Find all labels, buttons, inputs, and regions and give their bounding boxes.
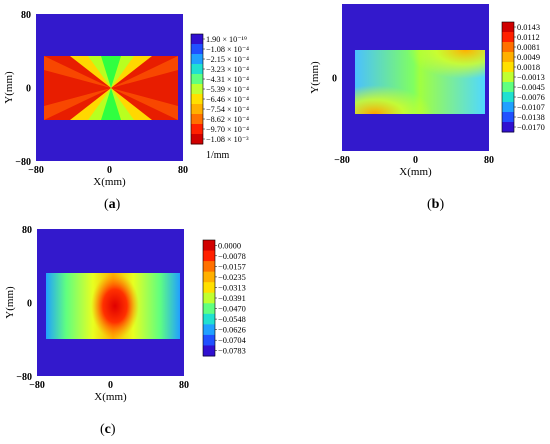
heatmap-c: Y(mm) X(mm) −80 0 80 80 0 −80 0.0000 −0.0078−0.01… — [4, 225, 247, 403]
colorbar-label: −0.0470 — [218, 305, 246, 314]
colorbar-segment — [502, 52, 514, 63]
colorbar-label: −1.08 × 10⁻⁴ — [206, 45, 249, 54]
colorbar-label: −4.31 × 10⁻⁴ — [206, 75, 249, 84]
subfigure-label-a: (a) — [104, 197, 121, 212]
x-tick-label: 0 — [107, 165, 112, 176]
heatmap-b: Y(mm) X(mm) −80 0 80 0 0.01430.01120.00810.004… — [309, 4, 545, 178]
x-axis-label: X(mm) — [94, 391, 127, 403]
colorbar-label: −2.15 × 10⁻⁴ — [206, 55, 249, 64]
colorbar-segment — [203, 334, 215, 346]
colorbar-label: −0.0235 — [218, 273, 246, 282]
colorbar-segment — [203, 345, 215, 357]
colorbar-segment — [191, 134, 203, 145]
colorbar-label: −1.08 × 10⁻³ — [206, 135, 249, 144]
colorbar-label: −0.0013 — [517, 73, 545, 82]
colorbar-segment — [191, 84, 203, 95]
x-tick-label: 80 — [179, 380, 189, 391]
colorbar-label: 0.0018 — [517, 63, 540, 72]
y-tick-label: 0 — [332, 74, 337, 85]
x-axis-label: X(mm) — [399, 166, 432, 178]
colorbar-label: −7.54 × 10⁻⁴ — [206, 105, 249, 114]
colorbar-label: 0.0000 — [218, 241, 241, 250]
colorbar-segment — [203, 303, 215, 315]
colorbar-label: −0.0313 — [218, 283, 246, 292]
colorbar-label: −0.0783 — [218, 347, 246, 356]
colorbar-segment — [502, 32, 514, 43]
colorbar-segment — [502, 92, 514, 103]
x-axis-label: X(mm) — [93, 176, 126, 188]
colorbar-segment — [502, 82, 514, 93]
colorbar-segment — [191, 94, 203, 105]
colorbar-segment — [502, 112, 514, 123]
colorbar-label: −0.0626 — [218, 326, 246, 335]
colorbar-label: −0.0548 — [218, 315, 246, 324]
colorbar-segment — [502, 22, 514, 33]
y-tick-label: 0 — [27, 299, 32, 310]
colorbar-label: 0.0143 — [517, 23, 540, 32]
colorbar-segment — [191, 34, 203, 45]
colorbar-label: 1.90 × 10⁻¹⁹ — [206, 35, 247, 44]
colorbar-label: −3.23 × 10⁻⁴ — [206, 65, 249, 74]
y-axis-label: Y(mm) — [4, 286, 16, 319]
colorbar-segment — [203, 292, 215, 304]
colorbar-segment — [191, 64, 203, 75]
colorbar-segment — [191, 44, 203, 55]
colorbar-segment — [203, 324, 215, 336]
x-tick-label: 80 — [178, 165, 188, 176]
colorbar-label: −0.0138 — [517, 113, 545, 122]
colorbar-segment — [203, 313, 215, 325]
colorbar-label: −0.0170 — [517, 123, 545, 132]
colorbar-label: −0.0078 — [218, 252, 246, 261]
colorbar-label: −0.0391 — [218, 294, 246, 303]
y-axis-label: Y(mm) — [3, 71, 15, 104]
x-tick-label: 0 — [108, 380, 113, 391]
colorbar-segment — [203, 282, 215, 294]
y-axis-label: Y(mm) — [309, 61, 321, 94]
y-tick-label: 80 — [22, 225, 32, 236]
y-tick-label: −80 — [16, 372, 32, 383]
colorbar-segment — [191, 54, 203, 65]
colorbar-label: 0.0081 — [517, 43, 540, 52]
colorbar-label: −0.0704 — [218, 336, 247, 345]
colorbar-segment — [203, 240, 215, 252]
colorbar-label: 0.0049 — [517, 53, 540, 62]
colorbar-segment — [502, 42, 514, 53]
subfigure-label-b: (b) — [427, 197, 445, 212]
colorbar-label: −8.62 × 10⁻⁴ — [206, 115, 249, 124]
colorbar-label: −0.0107 — [517, 103, 545, 112]
colorbar-unit: 1/mm — [206, 150, 230, 161]
colorbar-segment — [191, 124, 203, 135]
colorbar-label: −5.39 × 10⁻⁴ — [206, 85, 249, 94]
colorbar-label: −0.0045 — [517, 83, 545, 92]
colorbar-segment — [203, 261, 215, 273]
x-tick-label: −80 — [334, 155, 350, 166]
colorbar-segment — [502, 62, 514, 73]
colorbar-segment — [203, 250, 215, 262]
colorbar-label: −6.46 × 10⁻⁴ — [206, 95, 249, 104]
colorbar-segment — [502, 72, 514, 83]
subfigure-label-c: (c) — [100, 422, 116, 437]
colorbar-segment — [191, 74, 203, 85]
x-tick-label: 0 — [413, 155, 418, 166]
y-tick-label: 0 — [26, 84, 31, 95]
y-tick-label: 80 — [21, 10, 31, 21]
colorbar-label: 0.0112 — [517, 33, 540, 42]
x-tick-label: −80 — [29, 380, 45, 391]
x-tick-label: −80 — [28, 165, 44, 176]
colorbar-label: −0.0076 — [517, 93, 545, 102]
x-tick-label: 80 — [484, 155, 494, 166]
colorbar-segment — [502, 102, 514, 113]
y-tick-label: −80 — [15, 157, 31, 168]
colorbar-segment — [502, 122, 514, 133]
colorbar-segment — [203, 271, 215, 283]
colorbar-segment — [191, 104, 203, 115]
colorbar-label: −0.0157 — [218, 262, 246, 271]
colorbar-label: −9.70 × 10⁻⁴ — [206, 125, 249, 134]
colorbar-segment — [191, 114, 203, 125]
